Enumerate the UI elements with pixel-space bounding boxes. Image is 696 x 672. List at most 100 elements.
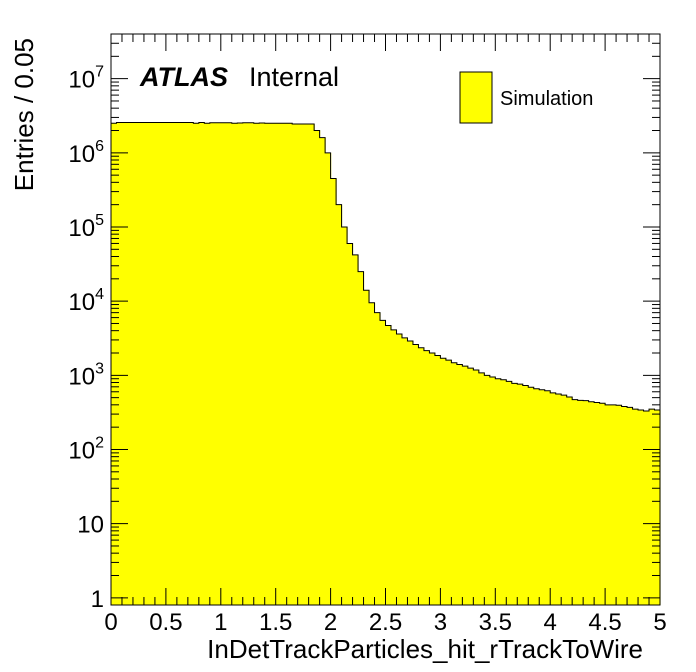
histogram-bar <box>138 122 145 605</box>
x-tick-label: 1.5 <box>259 609 292 636</box>
histogram-bar <box>456 364 463 605</box>
histogram-bar <box>418 347 425 605</box>
histogram-bar <box>528 387 535 605</box>
histogram-bar <box>407 341 414 605</box>
histogram-bar <box>143 122 151 605</box>
histogram-bar <box>649 409 656 605</box>
histogram-bar <box>171 122 178 605</box>
histogram-bar <box>473 369 480 605</box>
histogram-bar <box>374 312 381 605</box>
histogram-bar <box>286 123 293 606</box>
x-tick-label: 3 <box>434 609 447 636</box>
histogram-bar <box>215 122 222 605</box>
histogram-bar <box>632 409 639 605</box>
histogram-bar <box>347 243 354 605</box>
histogram-bar <box>149 122 156 605</box>
histogram-bar <box>511 383 518 605</box>
x-tick-label: 0.5 <box>149 609 182 636</box>
histogram-bar <box>160 122 167 605</box>
x-axis-label: InDetTrackParticles_hit_rTrackToWire <box>207 634 643 664</box>
histogram-bar <box>325 152 332 605</box>
histogram-bar <box>390 329 398 605</box>
histogram-bar <box>314 130 321 606</box>
histogram-bar <box>445 360 452 605</box>
histogram-bar <box>165 122 172 605</box>
histogram-bar <box>654 410 661 605</box>
histogram-bar <box>462 366 469 605</box>
x-tick-labels: 0 0.5 1 1.5 2 2.5 3 3.5 4 4.5 5 <box>104 609 666 636</box>
histogram-bar <box>358 271 365 605</box>
atlas-label: ATLAS <box>139 62 228 92</box>
histogram-bar <box>303 123 310 606</box>
y-tick-labels: 1 10 102 103 104 105 106 107 <box>68 64 104 613</box>
histogram-bar <box>412 344 420 605</box>
x-tick-label: 4.5 <box>588 609 621 636</box>
histogram-bar <box>495 378 502 605</box>
y-tick-label: 105 <box>68 212 104 242</box>
histogram-bar <box>616 405 623 605</box>
histogram-bar <box>204 123 211 606</box>
histogram-bar <box>594 402 601 605</box>
x-tick-label: 0 <box>104 609 117 636</box>
histogram-bar <box>522 385 529 605</box>
histogram-bar <box>572 399 579 605</box>
x-tick-label: 2 <box>324 609 337 636</box>
histogram-bar <box>627 407 634 605</box>
histogram-bar <box>319 137 326 605</box>
histogram-bar <box>198 122 205 605</box>
histogram-bar <box>193 123 200 606</box>
x-tick-label: 3.5 <box>479 609 512 636</box>
histogram-bar <box>506 381 513 605</box>
histogram-outline <box>111 122 660 412</box>
x-axis-ticks <box>110 34 661 605</box>
histogram-bar <box>336 204 343 605</box>
histogram-bar <box>380 320 387 605</box>
histogram-bar <box>253 123 260 606</box>
histogram-bar <box>111 123 118 606</box>
histogram-bar <box>566 397 573 605</box>
histogram-bar <box>478 372 485 605</box>
histogram-bar <box>638 410 645 605</box>
histogram-bars <box>111 122 661 606</box>
histogram-bar <box>363 290 370 605</box>
status-label: Internal <box>249 62 339 92</box>
histogram-bar <box>275 123 282 606</box>
histogram-bar <box>588 401 595 605</box>
histogram-bar <box>484 375 491 605</box>
histogram-bar <box>330 178 337 606</box>
histogram-bar <box>176 122 183 605</box>
histogram-bar <box>259 123 266 606</box>
histogram-bar <box>187 122 194 605</box>
histogram-bar <box>154 122 162 605</box>
histogram-bar <box>242 122 249 605</box>
histogram-bar <box>621 406 628 605</box>
histogram-bar <box>429 352 436 605</box>
histogram-bar <box>264 123 271 606</box>
histogram-bar <box>599 403 606 605</box>
y-tick-label: 104 <box>68 286 104 316</box>
y-tick-label: 106 <box>68 138 104 168</box>
y-tick-label: 10 <box>77 512 104 539</box>
y-tick-label: 102 <box>68 434 104 464</box>
y-axis-ticks <box>111 33 660 599</box>
legend: Simulation <box>459 71 593 124</box>
y-axis-label: Entries / 0.05 <box>9 38 39 191</box>
histogram-bar <box>248 122 255 605</box>
histogram-bar <box>220 122 227 605</box>
x-tick-label: 5 <box>653 609 666 636</box>
histogram-bar <box>369 302 376 605</box>
histogram-bar <box>517 384 524 605</box>
histogram-bar <box>401 337 409 605</box>
histogram-bar <box>643 411 650 605</box>
y-tick-label: 107 <box>68 64 104 94</box>
histogram-bar <box>270 123 277 606</box>
y-tick-label: 1 <box>91 586 104 613</box>
histogram-bar <box>121 122 129 605</box>
histogram-bar <box>209 122 216 605</box>
legend-swatch-simulation <box>459 71 493 124</box>
x-tick-label: 1 <box>214 609 227 636</box>
histogram-bar <box>237 123 244 606</box>
histogram-bar <box>555 393 562 605</box>
histogram-bar <box>583 400 590 605</box>
